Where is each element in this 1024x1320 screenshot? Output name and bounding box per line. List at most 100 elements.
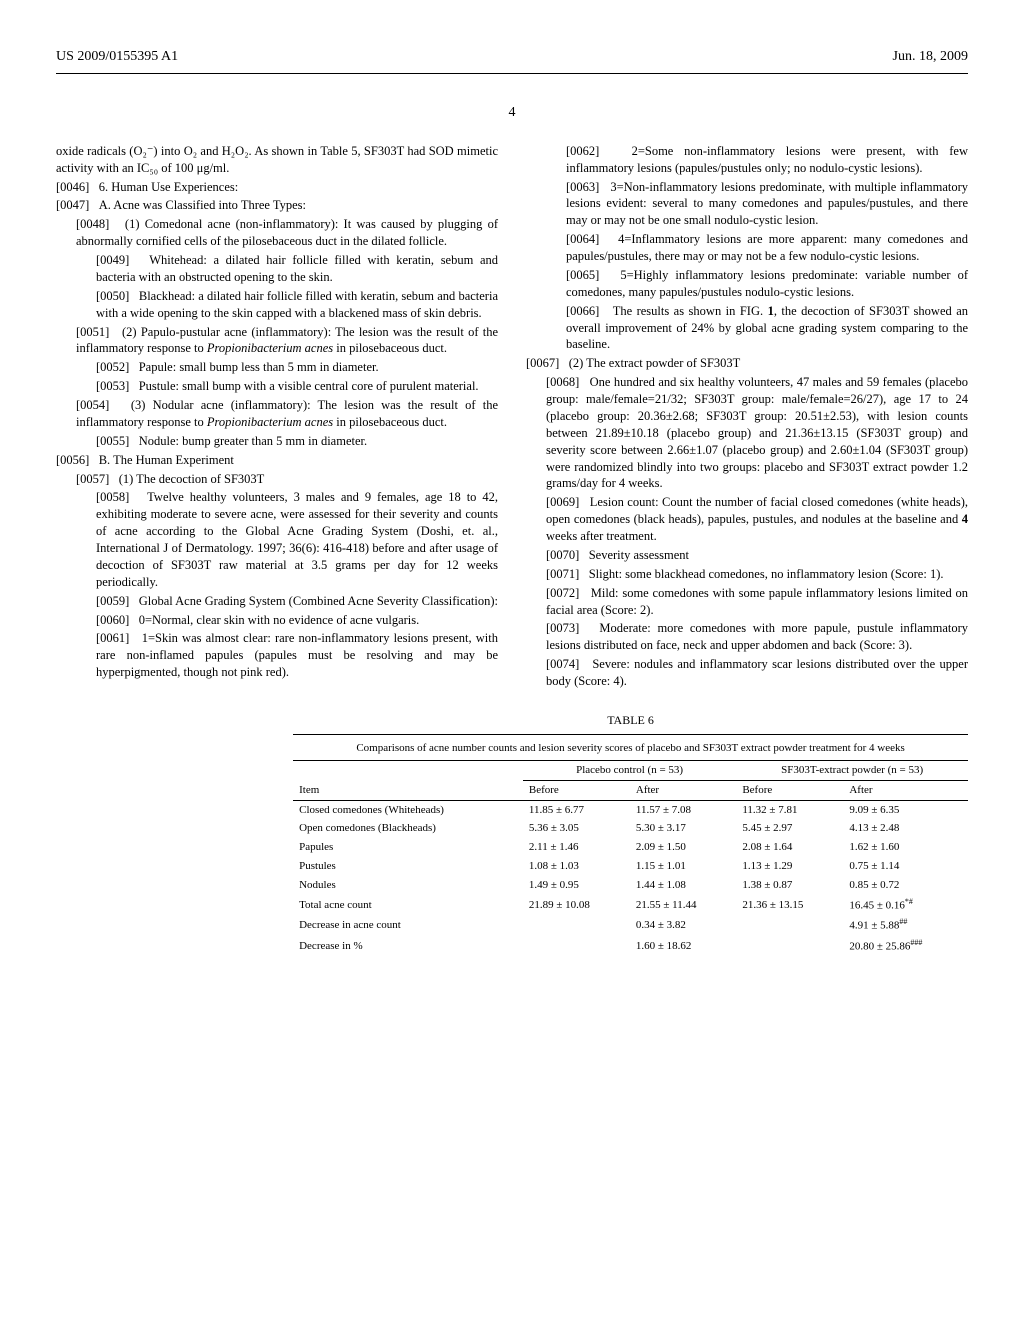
- table-row: Decrease in acne count 0.34 ± 3.82 4.91 ± …: [293, 915, 968, 936]
- table-cell: 2.09 ± 1.50: [630, 838, 736, 857]
- table-cell: Decrease in acne count: [293, 915, 523, 936]
- p0053: [0053] Pustule: small bump with a visibl…: [56, 378, 498, 395]
- table-cell: 11.57 ± 7.08: [630, 800, 736, 819]
- table-6: TABLE 6 Comparisons of acne number count…: [293, 712, 968, 956]
- table-label: TABLE 6: [293, 712, 968, 728]
- table-cell: Total acne count: [293, 895, 523, 916]
- sh3: Before: [736, 780, 843, 800]
- p0046: [0046] 6. Human Use Experiences:: [56, 179, 498, 196]
- p0066: [0066] The results as shown in FIG. 1, t…: [526, 303, 968, 354]
- table-cell: 1.60 ± 18.62: [630, 936, 736, 957]
- table-cell: 2.11 ± 1.46: [523, 838, 630, 857]
- right-column: [0062] 2=Some non-inflammatory lesions w…: [526, 143, 968, 692]
- table-row: Open comedones (Blackheads)5.36 ± 3.055.…: [293, 819, 968, 838]
- intro-text: oxide radicals (O₂⁻) into O₂ and H₂O₂. A…: [56, 143, 498, 177]
- table-cell: Closed comedones (Whiteheads): [293, 800, 523, 819]
- table-cell: 1.08 ± 1.03: [523, 857, 630, 876]
- p0071: [0071] Slight: some blackhead comedones,…: [526, 566, 968, 583]
- p0068: [0068] One hundred and six healthy volun…: [526, 374, 968, 492]
- table-cell: 16.45 ± 0.16*#: [843, 895, 968, 916]
- sh0: Item: [293, 780, 523, 800]
- table-row: Pustules1.08 ± 1.031.15 ± 1.011.13 ± 1.2…: [293, 857, 968, 876]
- table-cell: [523, 915, 630, 936]
- table-cell: 11.85 ± 6.77: [523, 800, 630, 819]
- table-row: Nodules1.49 ± 0.951.44 ± 1.081.38 ± 0.87…: [293, 876, 968, 895]
- p0064: [0064] 4=Inflammatory lesions are more a…: [526, 231, 968, 265]
- data-table: Placebo control (n = 53) SF303T-extract …: [293, 760, 968, 956]
- left-column: oxide radicals (O₂⁻) into O₂ and H₂O₂. A…: [56, 143, 498, 692]
- content-columns: oxide radicals (O₂⁻) into O₂ and H₂O₂. A…: [56, 143, 968, 692]
- page-header: US 2009/0155395 A1 Jun. 18, 2009: [56, 48, 968, 67]
- sh1: Before: [523, 780, 630, 800]
- table-cell: Decrease in %: [293, 936, 523, 957]
- p0065: [0065] 5=Highly inflammatory lesions pre…: [526, 267, 968, 301]
- table-cell: 21.55 ± 11.44: [630, 895, 736, 916]
- p0054: [0054] (3) Nodular acne (inflammatory): …: [56, 397, 498, 431]
- table-row: Decrease in % 1.60 ± 18.62 20.80 ± 25.86##…: [293, 936, 968, 957]
- p0072: [0072] Mild: some comedones with some pa…: [526, 585, 968, 619]
- p0050: [0050] Blackhead: a dilated hair follicl…: [56, 288, 498, 322]
- table-row: Total acne count21.89 ± 10.0821.55 ± 11.…: [293, 895, 968, 916]
- gh1: Placebo control (n = 53): [523, 760, 736, 780]
- p0048: [0048] (1) Comedonal acne (non-inflammat…: [56, 216, 498, 250]
- table-cell: 0.75 ± 1.14: [843, 857, 968, 876]
- table-caption: Comparisons of acne number counts and le…: [293, 734, 968, 756]
- p0056: [0056] B. The Human Experiment: [56, 452, 498, 469]
- pub-date: Jun. 18, 2009: [893, 48, 968, 67]
- p0063: [0063] 3=Non-inflammatory lesions predom…: [526, 179, 968, 230]
- table-cell: [736, 915, 843, 936]
- p0049: [0049] Whitehead: a dilated hair follicl…: [56, 252, 498, 286]
- table-cell: 1.15 ± 1.01: [630, 857, 736, 876]
- p0058: [0058] Twelve healthy volunteers, 3 male…: [56, 489, 498, 590]
- table-cell: 5.36 ± 3.05: [523, 819, 630, 838]
- p0051: [0051] (2) Papulo-pustular acne (inflamm…: [56, 324, 498, 358]
- table-cell: 2.08 ± 1.64: [736, 838, 843, 857]
- table-cell: Nodules: [293, 876, 523, 895]
- table-cell: 1.44 ± 1.08: [630, 876, 736, 895]
- p0059: [0059] Global Acne Grading System (Combi…: [56, 593, 498, 610]
- table-cell: [736, 936, 843, 957]
- p0069: [0069] Lesion count: Count the number of…: [526, 494, 968, 545]
- table-cell: 21.89 ± 10.08: [523, 895, 630, 916]
- table-cell: 4.91 ± 5.88##: [843, 915, 968, 936]
- p0062: [0062] 2=Some non-inflammatory lesions w…: [526, 143, 968, 177]
- table-cell: 1.62 ± 1.60: [843, 838, 968, 857]
- pub-number: US 2009/0155395 A1: [56, 48, 178, 67]
- p0057: [0057] (1) The decoction of SF303T: [56, 471, 498, 488]
- table-row: Closed comedones (Whiteheads)11.85 ± 6.7…: [293, 800, 968, 819]
- table-cell: 0.85 ± 0.72: [843, 876, 968, 895]
- table-row: Papules2.11 ± 1.462.09 ± 1.502.08 ± 1.64…: [293, 838, 968, 857]
- table-cell: 1.38 ± 0.87: [736, 876, 843, 895]
- header-divider: [56, 73, 968, 74]
- table-cell: 1.49 ± 0.95: [523, 876, 630, 895]
- table-cell: 21.36 ± 13.15: [736, 895, 843, 916]
- table-cell: 5.30 ± 3.17: [630, 819, 736, 838]
- p0074: [0074] Severe: nodules and inflammatory …: [526, 656, 968, 690]
- p0055: [0055] Nodule: bump greater than 5 mm in…: [56, 433, 498, 450]
- p0070: [0070] Severity assessment: [526, 547, 968, 564]
- table-cell: 1.13 ± 1.29: [736, 857, 843, 876]
- gh2: SF303T-extract powder (n = 53): [736, 760, 968, 780]
- sh4: After: [843, 780, 968, 800]
- table-cell: 0.34 ± 3.82: [630, 915, 736, 936]
- table-cell: 4.13 ± 2.48: [843, 819, 968, 838]
- table-cell: Papules: [293, 838, 523, 857]
- p0047: [0047] A. Acne was Classified into Three…: [56, 197, 498, 214]
- table-sub-header: Item Before After Before After: [293, 780, 968, 800]
- p0067: [0067] (2) The extract powder of SF303T: [526, 355, 968, 372]
- table-cell: [523, 936, 630, 957]
- table-cell: 11.32 ± 7.81: [736, 800, 843, 819]
- table-cell: Open comedones (Blackheads): [293, 819, 523, 838]
- table-cell: 9.09 ± 6.35: [843, 800, 968, 819]
- gh0: [293, 760, 523, 780]
- table-cell: 20.80 ± 25.86###: [843, 936, 968, 957]
- sh2: After: [630, 780, 736, 800]
- table-group-header: Placebo control (n = 53) SF303T-extract …: [293, 760, 968, 780]
- table-cell: 5.45 ± 2.97: [736, 819, 843, 838]
- p0060: [0060] 0=Normal, clear skin with no evid…: [56, 612, 498, 629]
- p0073: [0073] Moderate: more comedones with mor…: [526, 620, 968, 654]
- page-number: 4: [56, 104, 968, 123]
- table-cell: Pustules: [293, 857, 523, 876]
- p0052: [0052] Papule: small bump less than 5 mm…: [56, 359, 498, 376]
- p0061: [0061] 1=Skin was almost clear: rare non…: [56, 630, 498, 681]
